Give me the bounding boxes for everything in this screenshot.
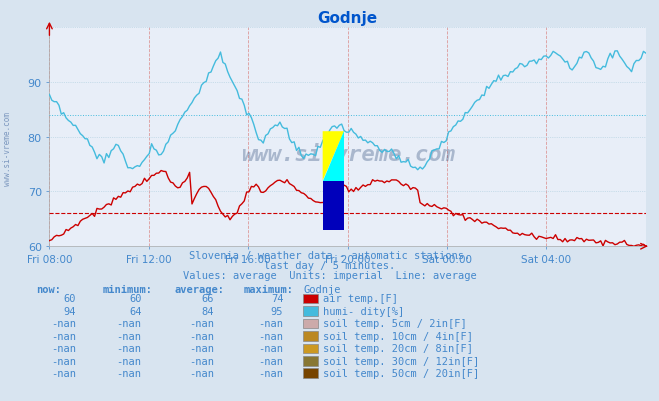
Text: -nan: -nan bbox=[51, 356, 76, 366]
Text: Godnje: Godnje bbox=[303, 285, 341, 295]
Text: -nan: -nan bbox=[189, 356, 214, 366]
Text: -nan: -nan bbox=[258, 318, 283, 328]
Text: soil temp. 10cm / 4in[F]: soil temp. 10cm / 4in[F] bbox=[323, 331, 473, 341]
Polygon shape bbox=[323, 132, 344, 181]
Text: 66: 66 bbox=[202, 294, 214, 304]
Polygon shape bbox=[323, 181, 344, 230]
Text: -nan: -nan bbox=[189, 368, 214, 378]
Text: soil temp. 5cm / 2in[F]: soil temp. 5cm / 2in[F] bbox=[323, 318, 467, 328]
Text: last day / 5 minutes.: last day / 5 minutes. bbox=[264, 261, 395, 271]
Text: -nan: -nan bbox=[258, 368, 283, 378]
Text: 64: 64 bbox=[129, 306, 142, 316]
Text: -nan: -nan bbox=[51, 368, 76, 378]
Polygon shape bbox=[323, 132, 344, 181]
Text: www.si-vreme.com: www.si-vreme.com bbox=[241, 145, 455, 165]
Text: 84: 84 bbox=[202, 306, 214, 316]
Text: -nan: -nan bbox=[117, 368, 142, 378]
Text: 74: 74 bbox=[271, 294, 283, 304]
Text: -nan: -nan bbox=[189, 343, 214, 353]
Text: -nan: -nan bbox=[51, 318, 76, 328]
Text: air temp.[F]: air temp.[F] bbox=[323, 294, 398, 304]
Text: -nan: -nan bbox=[258, 331, 283, 341]
Text: minimum:: minimum: bbox=[102, 285, 152, 295]
Text: www.si-vreme.com: www.si-vreme.com bbox=[3, 111, 13, 185]
Text: -nan: -nan bbox=[189, 318, 214, 328]
Text: -nan: -nan bbox=[51, 343, 76, 353]
Text: 95: 95 bbox=[271, 306, 283, 316]
Text: humi- dity[%]: humi- dity[%] bbox=[323, 306, 404, 316]
Text: now:: now: bbox=[36, 285, 61, 295]
Text: -nan: -nan bbox=[117, 343, 142, 353]
Text: 94: 94 bbox=[63, 306, 76, 316]
Text: -nan: -nan bbox=[51, 331, 76, 341]
Text: 60: 60 bbox=[129, 294, 142, 304]
Text: maximum:: maximum: bbox=[244, 285, 294, 295]
Text: Values: average  Units: imperial  Line: average: Values: average Units: imperial Line: av… bbox=[183, 271, 476, 281]
Text: soil temp. 20cm / 8in[F]: soil temp. 20cm / 8in[F] bbox=[323, 343, 473, 353]
Text: 60: 60 bbox=[63, 294, 76, 304]
Text: -nan: -nan bbox=[117, 318, 142, 328]
Text: Slovenia / weather data - automatic stations.: Slovenia / weather data - automatic stat… bbox=[189, 251, 470, 261]
Text: average:: average: bbox=[175, 285, 225, 295]
Text: -nan: -nan bbox=[258, 356, 283, 366]
Text: soil temp. 30cm / 12in[F]: soil temp. 30cm / 12in[F] bbox=[323, 356, 479, 366]
Text: -nan: -nan bbox=[117, 331, 142, 341]
Title: Godnje: Godnje bbox=[318, 10, 378, 26]
Text: -nan: -nan bbox=[189, 331, 214, 341]
Text: soil temp. 50cm / 20in[F]: soil temp. 50cm / 20in[F] bbox=[323, 368, 479, 378]
Text: -nan: -nan bbox=[258, 343, 283, 353]
Text: -nan: -nan bbox=[117, 356, 142, 366]
